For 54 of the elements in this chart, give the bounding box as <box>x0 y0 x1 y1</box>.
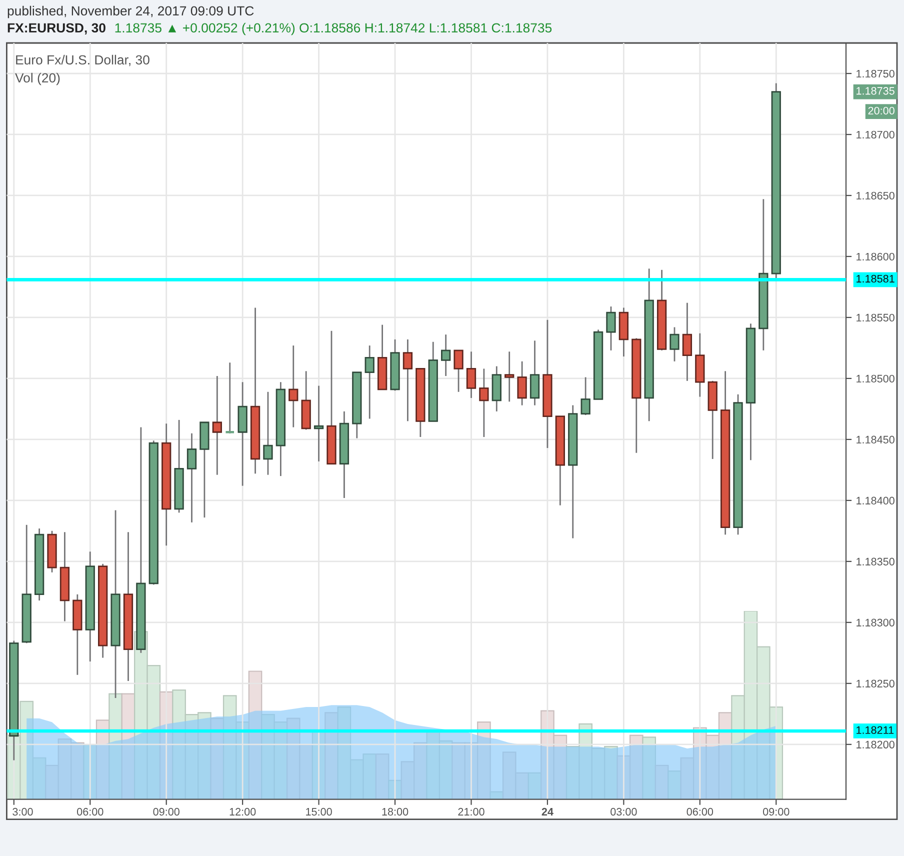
x-tick-label: 06:00 <box>686 808 714 816</box>
x-tick-label: 15:00 <box>306 808 332 816</box>
ref-line-label: 1.18581 <box>856 274 894 283</box>
text: 20:00 <box>868 106 894 115</box>
x-tick-label: 21:00 <box>458 808 484 816</box>
candlestick <box>479 368 489 438</box>
candlestick <box>441 334 451 377</box>
candlestick <box>402 338 413 422</box>
y-tick-label: 1.18500 <box>856 374 894 382</box>
y-tick-label: 1.18750 <box>856 70 894 78</box>
candlestick <box>682 302 692 382</box>
y-tick-label: 1.18300 <box>856 618 894 626</box>
candlestick <box>530 340 540 406</box>
y-tick-label: 1.18350 <box>856 558 894 566</box>
bar <box>668 770 682 800</box>
candlestick <box>263 391 273 476</box>
candlestick <box>314 385 324 462</box>
x-tick-label: 24 <box>542 808 554 816</box>
ref-line-label: 1.18211 <box>856 726 894 734</box>
bar <box>375 754 390 800</box>
candlestick <box>224 362 236 434</box>
y-tick-label: 1.18450 <box>856 436 894 444</box>
candlestick <box>212 375 222 476</box>
y-tick-label: 1.18400 <box>856 496 894 504</box>
x-tick-label: 09:00 <box>763 808 790 816</box>
annotation: Euro Fx/U.S. Dollar, 30 <box>16 54 150 66</box>
x-tick-label: 09:00 <box>153 808 180 816</box>
candlestick <box>606 306 616 352</box>
x-tick-label: 3:00 <box>12 808 33 816</box>
y-tick-label: 1.18700 <box>856 130 894 139</box>
candlestick <box>454 350 464 393</box>
candlestick <box>670 326 680 362</box>
chart-title: Vol (20) <box>15 72 60 86</box>
x-tick-label: 06:00 <box>76 808 104 816</box>
candlestick <box>504 350 514 402</box>
candlestick <box>186 432 197 524</box>
candlestick <box>580 376 590 416</box>
x-tick-label: 12:00 <box>230 808 256 816</box>
candlestick <box>466 350 476 399</box>
y-tick-label: 1.18250 <box>856 680 894 688</box>
text: published, November 24, 2017 09:09 UTC <box>8 6 254 18</box>
candlestick <box>288 344 298 428</box>
candlestick <box>364 344 374 420</box>
text: 1.18735 <box>856 87 894 95</box>
bar <box>642 736 656 800</box>
x-tick-label: 18:00 <box>382 808 408 816</box>
candlestick <box>517 360 527 406</box>
x-tick-label: 03:00 <box>610 808 637 816</box>
y-tick-label: 1.18550 <box>856 314 894 322</box>
y-tick-label: 1.18600 <box>856 252 894 261</box>
y-tick-label: 1.18650 <box>856 192 894 200</box>
chart-title: FX:EURUSD, 30 <box>8 23 106 34</box>
chart-subtitle: 1.18735 ▲ +0.00252 (+0.21%) O:1.18586 H:1.18742 L:1.18581 C:1.18735 <box>115 22 552 36</box>
y-tick-label: 1.18200 <box>856 740 894 748</box>
